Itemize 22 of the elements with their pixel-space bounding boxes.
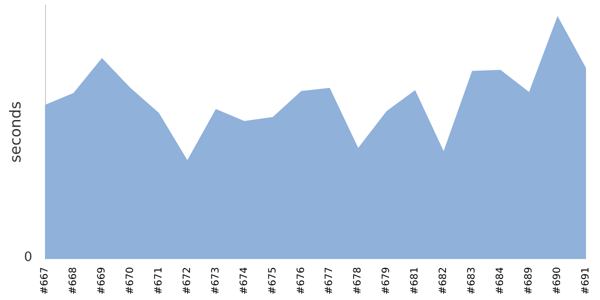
x-tick-label: #667: [40, 267, 50, 294]
x-tick-label: #669: [96, 267, 108, 294]
x-tick-label: #684: [495, 267, 506, 294]
x-tick-label: #673: [210, 267, 222, 294]
x-tick-label: #681: [410, 267, 421, 294]
x-tick-label: #679: [381, 267, 392, 294]
x-tick-label: #689: [524, 267, 535, 294]
x-tick-label: #672: [182, 267, 193, 294]
x-tick-label: #670: [124, 267, 136, 294]
x-tick-label: #675: [267, 267, 278, 294]
x-tick-label: #678: [352, 267, 364, 294]
y-axis-title: seconds: [6, 101, 24, 163]
x-tick-label: #682: [438, 267, 450, 294]
x-tick-label: #683: [466, 267, 478, 294]
x-tick-label: #691: [580, 267, 592, 294]
annotation: 0: [24, 250, 32, 265]
x-tick-label: #674: [238, 267, 250, 294]
x-tick-label: #668: [68, 267, 79, 294]
x-tick-label: #676: [296, 267, 307, 294]
x-tick-label: #690: [552, 267, 564, 294]
x-tick-label: #677: [324, 267, 336, 294]
x-tick-label: #671: [153, 267, 164, 294]
